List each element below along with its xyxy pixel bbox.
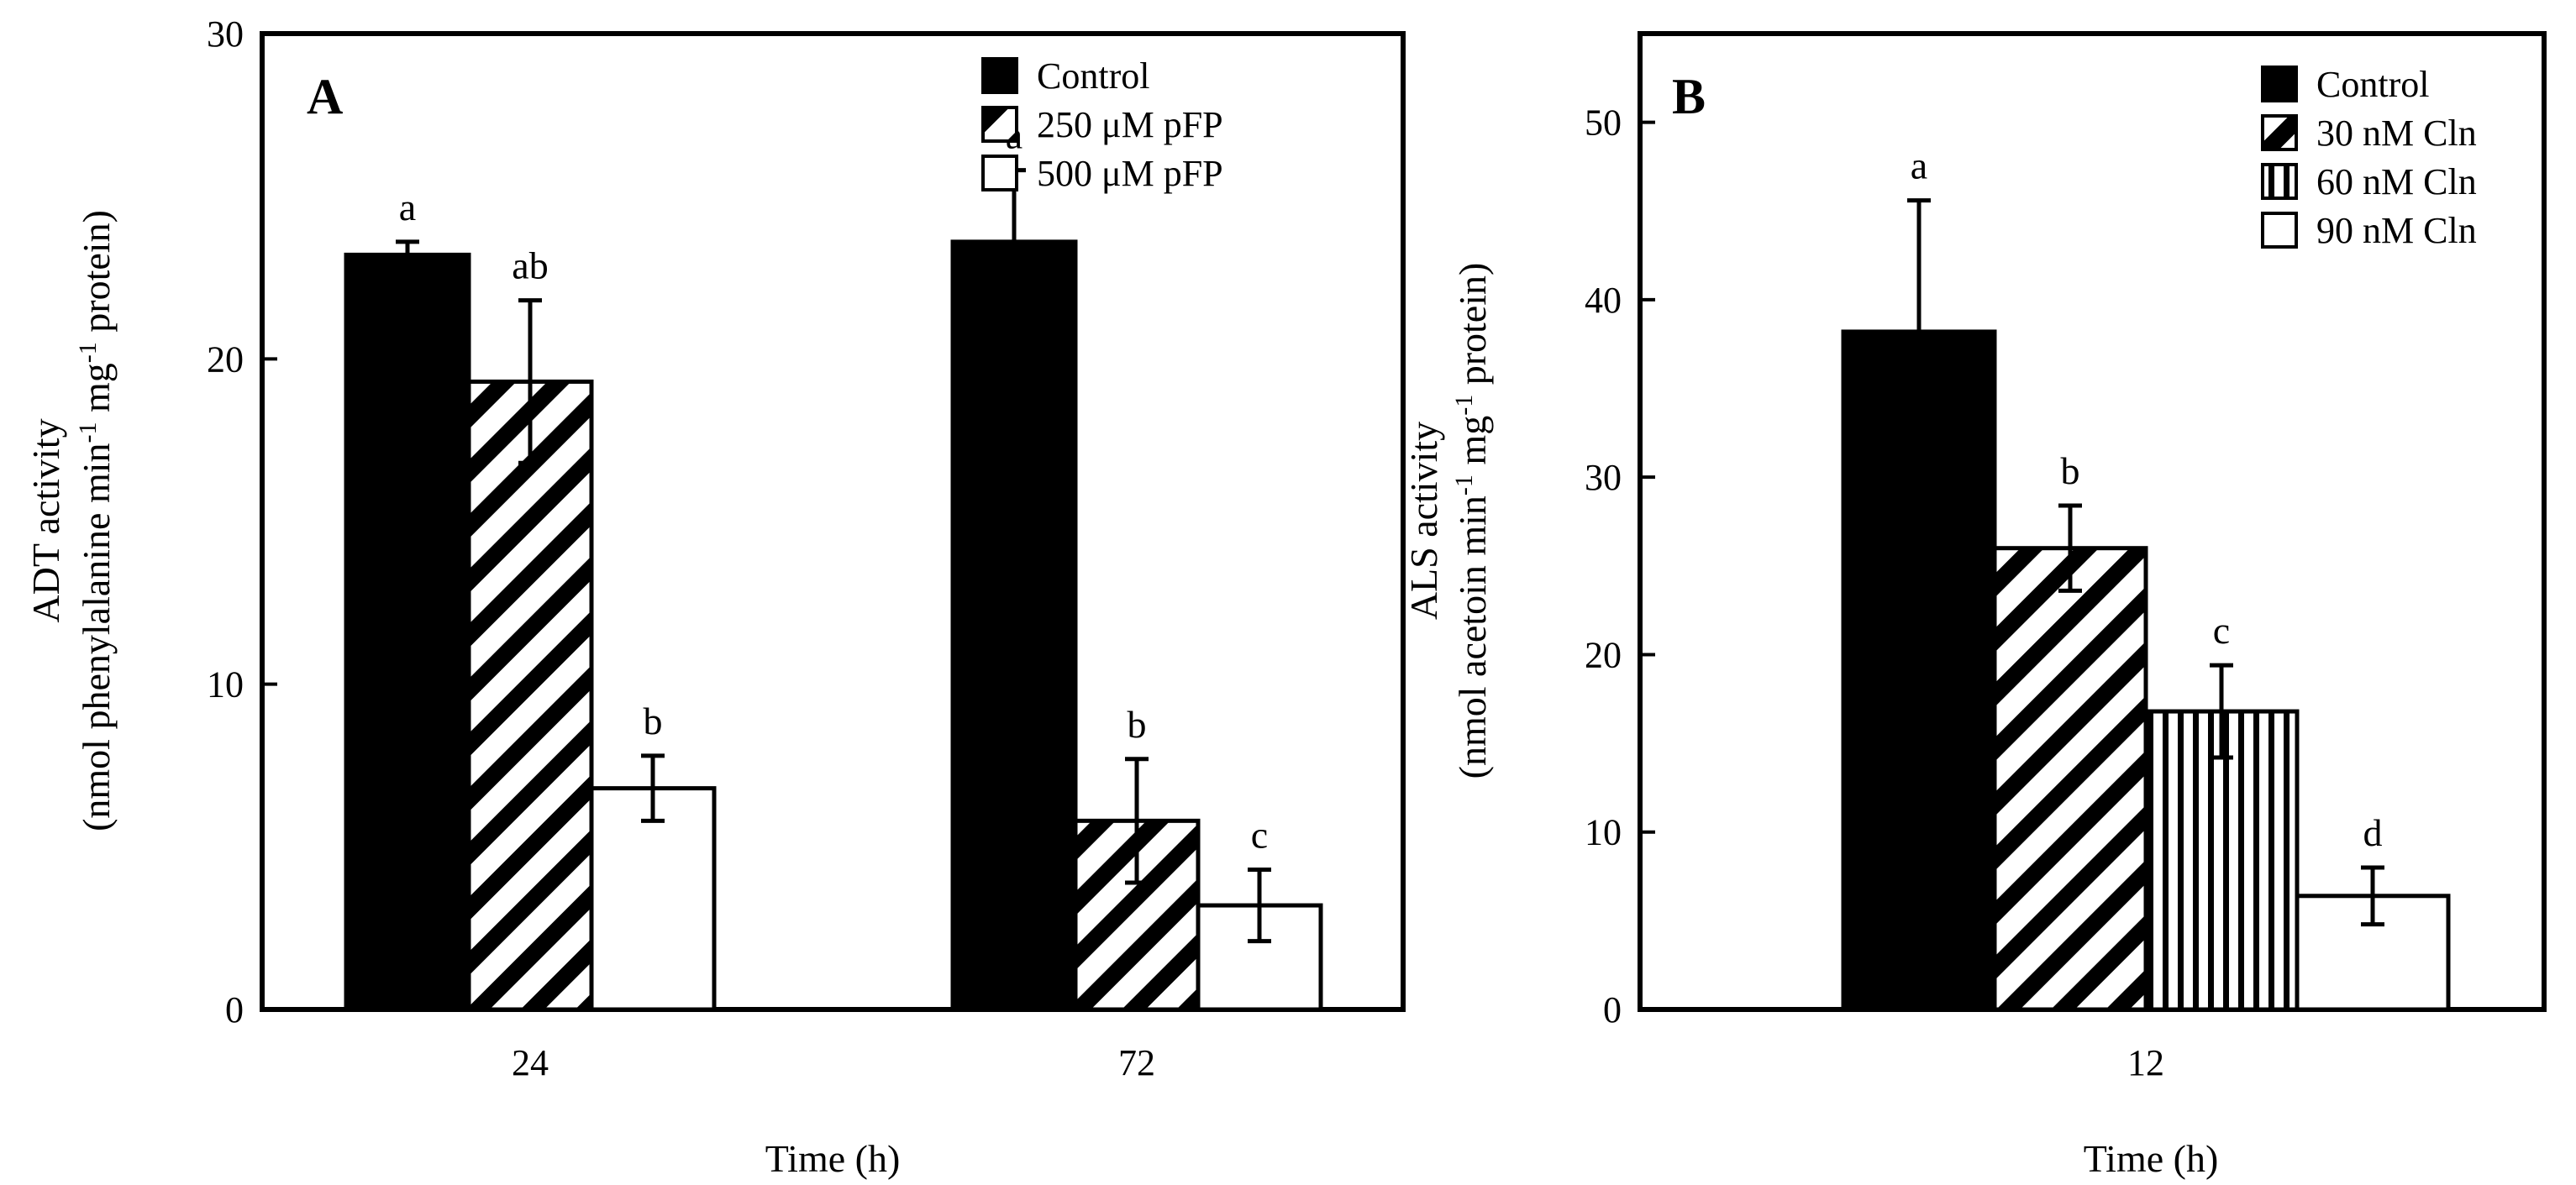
x-tick-label: 72 xyxy=(1118,1042,1155,1083)
significance-letter: c xyxy=(1251,813,1268,856)
y-tick-label: 30 xyxy=(1585,457,1622,498)
panel-a-y-axis-label-line2: (nmol phenylalanine min-1 mg-1 protein) xyxy=(74,210,118,831)
panel-b-x-ticks: 12 xyxy=(2127,1042,2164,1083)
legend-swatch xyxy=(981,57,1018,94)
panel-a-label: A xyxy=(307,69,343,124)
legend-swatch xyxy=(2261,212,2298,249)
bar xyxy=(344,252,471,1012)
panel-b-chart: a b c d B Time (h) ALS activity (nmol aceto… xyxy=(1402,31,2547,1180)
panel-a-bars: aabbabc xyxy=(344,114,1323,1012)
bar xyxy=(1992,546,2148,1012)
panel-a-y-axis-label-line1: ADT activity xyxy=(24,418,67,622)
legend-label: 60 nM Cln xyxy=(2316,161,2477,202)
y-tick-label: 20 xyxy=(207,338,244,380)
panel-a-chart: aabbabc A Time (h) ADT activity (nmol ph… xyxy=(24,13,1406,1180)
y-tick-label: 0 xyxy=(225,989,244,1030)
y-tick-label: 0 xyxy=(1603,989,1622,1030)
y-tick-label: 50 xyxy=(1585,102,1622,144)
legend-label: 250 μM pFP xyxy=(1037,104,1223,145)
legend-swatch xyxy=(981,106,1018,143)
legend-label: 90 nM Cln xyxy=(2316,210,2477,251)
panel-a-x-axis-label: Time (h) xyxy=(765,1137,901,1180)
panel-a-plot-frame xyxy=(260,31,1406,1012)
significance-letter: b xyxy=(1128,703,1147,746)
panel-b-x-axis-label: Time (h) xyxy=(2084,1137,2219,1180)
legend-swatch xyxy=(2261,163,2298,200)
y-tick-label: 40 xyxy=(1585,280,1622,321)
panel-b-label: B xyxy=(1672,69,1706,124)
panel-b-y-axis-label-line1: ALS activity xyxy=(1402,422,1445,620)
panel-b-y-ticks: 0 10 20 30 40 50 xyxy=(1585,102,1655,1030)
bar xyxy=(2143,709,2300,1012)
panel-b-bars: a b c d xyxy=(1841,144,2451,1012)
legend-swatch xyxy=(981,155,1018,191)
panel-a-x-ticks: 24 72 xyxy=(512,1042,1155,1083)
y-tick-label: 20 xyxy=(1585,634,1622,675)
legend-swatch xyxy=(2261,66,2298,102)
y-tick-label: 10 xyxy=(207,664,244,705)
legend-label: Control xyxy=(2316,64,2429,105)
panel-b-legend: Control 30 nM Cln 60 nM Cln 90 nM Cln xyxy=(2261,64,2477,251)
panel-a-legend: Control 250 μM pFP 500 μM pFP xyxy=(981,55,1223,194)
significance-letter: c xyxy=(2213,609,2230,652)
panel-a-y-ticks: 0 10 20 30 xyxy=(207,13,277,1030)
legend-label: 500 μM pFP xyxy=(1037,153,1223,194)
bar xyxy=(466,379,594,1012)
significance-letter: d xyxy=(2363,811,2383,854)
y-tick-label: 10 xyxy=(1585,812,1622,853)
bar xyxy=(950,239,1078,1012)
legend-label: Control xyxy=(1037,55,1149,97)
significance-letter: a xyxy=(399,186,416,228)
x-tick-label: 12 xyxy=(2127,1042,2164,1083)
significance-letter: ab xyxy=(512,244,548,287)
significance-letter: a xyxy=(1911,144,1927,187)
x-tick-label: 24 xyxy=(512,1042,549,1083)
panel-b-y-axis-label-line2: (nmol acetoin min-1 mg-1 protein) xyxy=(1450,263,1494,779)
legend-label: 30 nM Cln xyxy=(2316,113,2477,154)
y-tick-label: 30 xyxy=(207,13,244,55)
significance-letter: b xyxy=(2061,449,2080,492)
legend-swatch xyxy=(2261,114,2298,151)
significance-letter: b xyxy=(644,700,663,742)
